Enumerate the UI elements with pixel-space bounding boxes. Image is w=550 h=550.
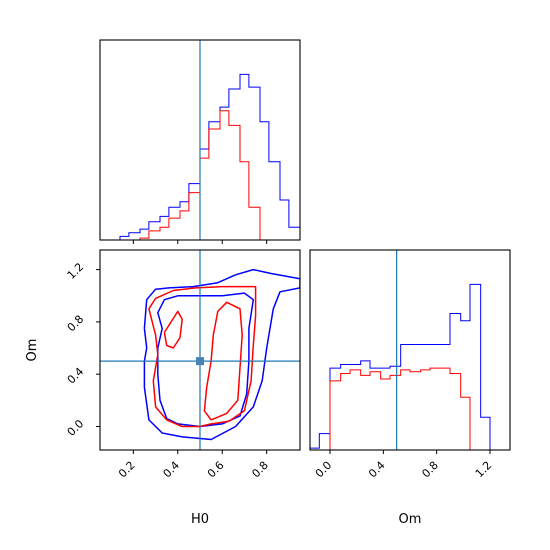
hist-om-panel: 0.0 0.4 0.8 1.2 [309, 249, 511, 481]
scatter-ytick-label: 0.0 [65, 417, 87, 439]
h0-hist-blue [100, 73, 301, 241]
scatter-frame [99, 249, 301, 451]
contour-blue-outer [143, 268, 300, 441]
hist-h0-frame [99, 39, 301, 241]
contour-blue-inner [157, 292, 255, 428]
x-axis-label-om: Om [399, 512, 422, 527]
hist-om-frame [309, 249, 511, 451]
scatter-ytick-label: 0.4 [65, 365, 87, 387]
y-axis-label-om: Om [25, 339, 40, 362]
scatter-xtick-label: 0.8 [249, 459, 271, 481]
hist-h0-panel [99, 39, 301, 244]
scatter-xtick-label: 0.6 [205, 459, 227, 481]
hist-om-xtick-label: 1.2 [473, 459, 495, 481]
om-hist-blue [309, 283, 510, 451]
contour-red-inner [203, 301, 243, 421]
scatter-h0-om-panel: 0.2 0.4 0.6 0.8 0.0 0.4 0.8 1.2 [65, 249, 301, 481]
truth-marker [196, 357, 204, 366]
hist-om-xtick-label: 0.4 [366, 459, 388, 481]
contour-red-inner-left [163, 310, 183, 349]
hist-om-xtick-label: 0.8 [419, 459, 441, 481]
scatter-xtick-label: 0.4 [161, 459, 183, 481]
x-axis-label-h0: H0 [191, 512, 209, 527]
contour-red-outer [148, 285, 257, 428]
hist-om-xtick-label: 0.0 [313, 459, 335, 481]
scatter-ytick-label: 1.2 [65, 260, 87, 282]
scatter-ytick-label: 0.8 [65, 313, 87, 335]
om-hist-red [310, 367, 510, 451]
scatter-xtick-label: 0.2 [116, 459, 138, 481]
